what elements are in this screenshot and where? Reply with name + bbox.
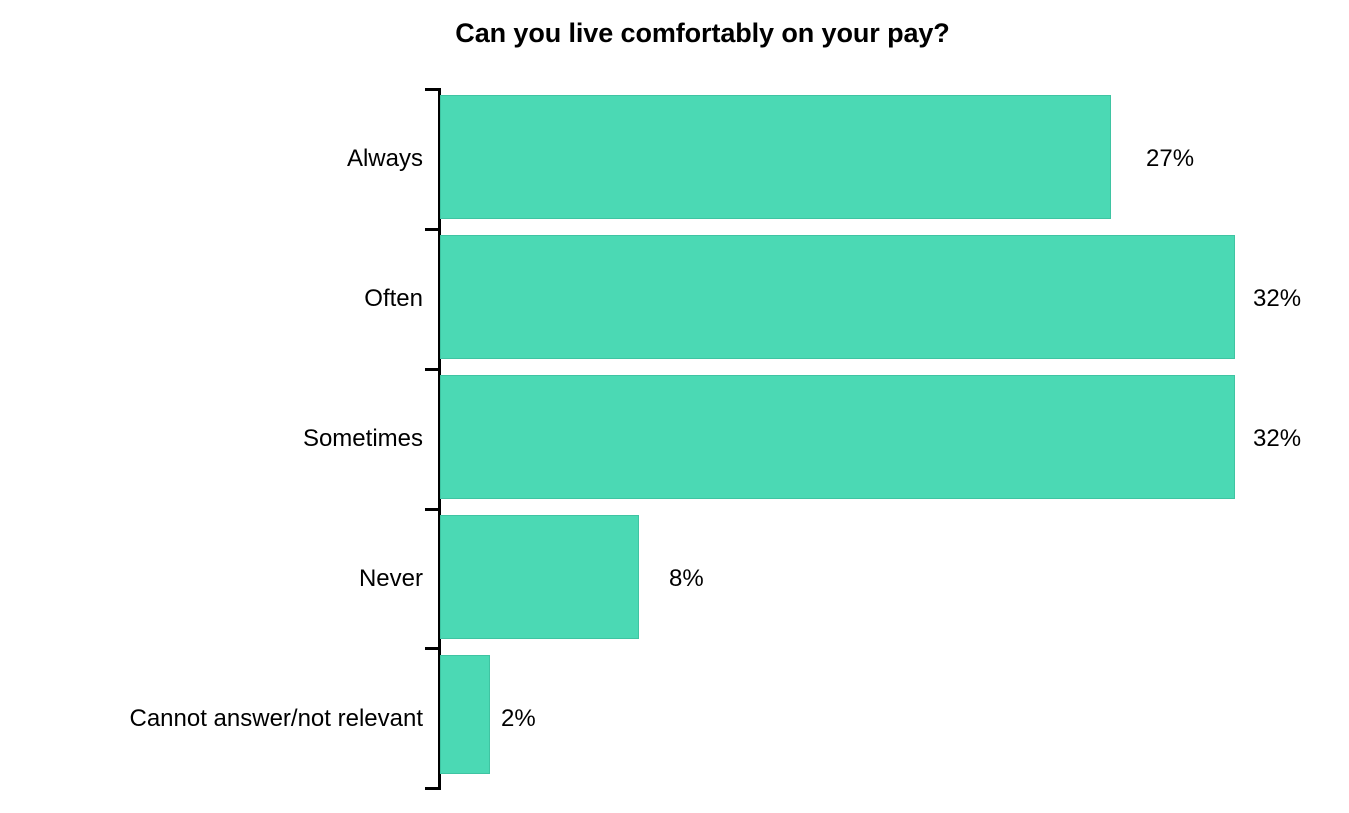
- y-axis-tick-5: [425, 787, 439, 790]
- y-axis-spine: [438, 88, 441, 790]
- bar-often[interactable]: [440, 235, 1235, 359]
- y-axis-tick-3: [425, 508, 439, 511]
- category-label-sometimes: Sometimes: [302, 425, 423, 452]
- category-label-cannot-answer: Cannot answer/not relevant: [129, 705, 423, 732]
- bar-always[interactable]: [440, 95, 1111, 219]
- value-label-always: 27%: [1146, 145, 1195, 172]
- category-label-always: Always: [346, 145, 423, 172]
- category-label-never: Never: [358, 565, 423, 592]
- chart-title: Can you live comfortably on your pay?: [455, 18, 950, 48]
- bar-cannot-answer[interactable]: [440, 655, 490, 774]
- value-label-often: 32%: [1253, 285, 1302, 312]
- y-axis-tick-1: [425, 228, 439, 231]
- y-axis-tick-2: [425, 368, 439, 371]
- bar-never[interactable]: [440, 515, 639, 639]
- value-label-never: 8%: [669, 565, 704, 592]
- y-axis-tick-4: [425, 647, 439, 650]
- category-label-often: Often: [364, 285, 423, 312]
- y-axis-tick-0: [425, 88, 439, 91]
- value-label-cannot-answer: 2%: [501, 705, 536, 732]
- bar-sometimes[interactable]: [440, 375, 1235, 499]
- value-label-sometimes: 32%: [1253, 425, 1302, 452]
